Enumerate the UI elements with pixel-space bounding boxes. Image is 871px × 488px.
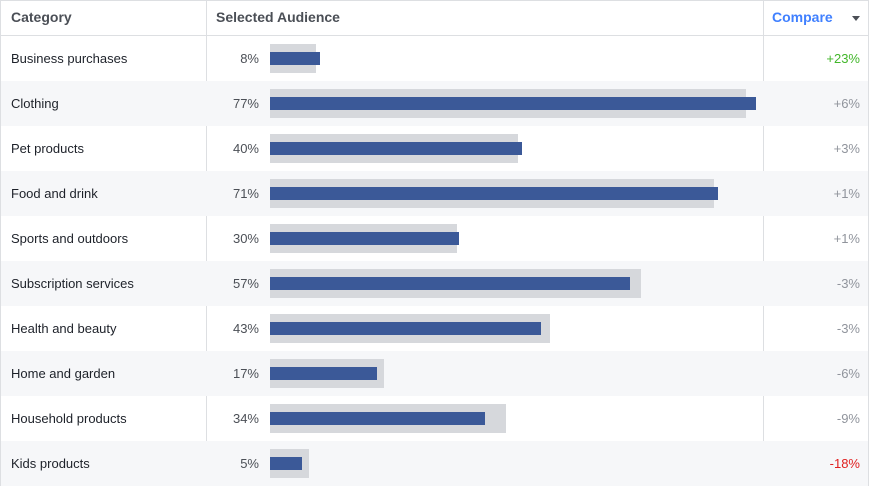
category-label: Business purchases bbox=[11, 51, 128, 66]
audience-bar bbox=[270, 367, 377, 380]
audience-percent: 5% bbox=[240, 456, 259, 471]
category-label: Food and drink bbox=[11, 186, 98, 201]
table-row[interactable]: Subscription services 57% -3% bbox=[1, 261, 868, 306]
category-label: Health and beauty bbox=[11, 321, 117, 336]
audience-bar bbox=[270, 97, 756, 110]
audience-bar bbox=[270, 187, 718, 200]
table-row[interactable]: Home and garden 17% -6% bbox=[1, 351, 868, 396]
table-row[interactable]: Household products 34% -9% bbox=[1, 396, 868, 441]
compare-dropdown[interactable]: Compare bbox=[772, 9, 833, 25]
compare-value: +3% bbox=[833, 141, 860, 156]
table-row[interactable]: Food and drink 71% +1% bbox=[1, 171, 868, 216]
audience-percent: 34% bbox=[232, 411, 259, 426]
chevron-down-icon[interactable] bbox=[852, 16, 860, 21]
audience-percent: 30% bbox=[232, 231, 259, 246]
table-row[interactable]: Sports and outdoors 30% +1% bbox=[1, 216, 868, 261]
table-row[interactable]: Kids products 5% -18% bbox=[1, 441, 868, 486]
table-row[interactable]: Clothing 77% +6% bbox=[1, 81, 868, 126]
category-label: Home and garden bbox=[11, 366, 116, 381]
audience-bar bbox=[270, 322, 541, 335]
audience-bar bbox=[270, 412, 485, 425]
audience-percent: 43% bbox=[232, 321, 259, 336]
compare-value: +23% bbox=[826, 51, 860, 66]
compare-value: +6% bbox=[833, 96, 860, 111]
audience-bar bbox=[270, 232, 459, 245]
compare-value: -9% bbox=[836, 411, 860, 426]
audience-bar bbox=[270, 142, 522, 155]
compare-value: -18% bbox=[829, 456, 860, 471]
category-column-header: Category bbox=[11, 9, 72, 25]
table-row[interactable]: Business purchases 8% +23% bbox=[1, 36, 868, 81]
audience-percent: 77% bbox=[232, 96, 259, 111]
audience-percent: 71% bbox=[232, 186, 259, 201]
compare-value: -3% bbox=[836, 276, 860, 291]
table-row[interactable]: Health and beauty 43% -3% bbox=[1, 306, 868, 351]
category-label: Household products bbox=[11, 411, 127, 426]
compare-value: +1% bbox=[833, 231, 860, 246]
category-label: Subscription services bbox=[11, 276, 134, 291]
category-label: Sports and outdoors bbox=[11, 231, 129, 246]
audience-percent: 8% bbox=[240, 51, 259, 66]
category-label: Pet products bbox=[11, 141, 84, 156]
table-header: Category Selected Audience Compare bbox=[1, 1, 868, 36]
compare-value: -6% bbox=[836, 366, 860, 381]
compare-value: -3% bbox=[836, 321, 860, 336]
audience-bar bbox=[270, 277, 630, 290]
audience-percent: 57% bbox=[232, 276, 259, 291]
category-label: Clothing bbox=[11, 96, 59, 111]
table-row[interactable]: Pet products 40% +3% bbox=[1, 126, 868, 171]
audience-percent: 17% bbox=[232, 366, 259, 381]
column-divider bbox=[763, 1, 764, 485]
table-body: Business purchases 8% +23% Clothing 77% +6% Pe… bbox=[1, 36, 868, 486]
column-divider bbox=[206, 1, 207, 485]
category-label: Kids products bbox=[11, 456, 90, 471]
audience-bar bbox=[270, 457, 302, 470]
compare-value: +1% bbox=[833, 186, 860, 201]
selected-audience-column-header: Selected Audience bbox=[216, 9, 340, 25]
audience-bar bbox=[270, 52, 320, 65]
audience-percent: 40% bbox=[232, 141, 259, 156]
